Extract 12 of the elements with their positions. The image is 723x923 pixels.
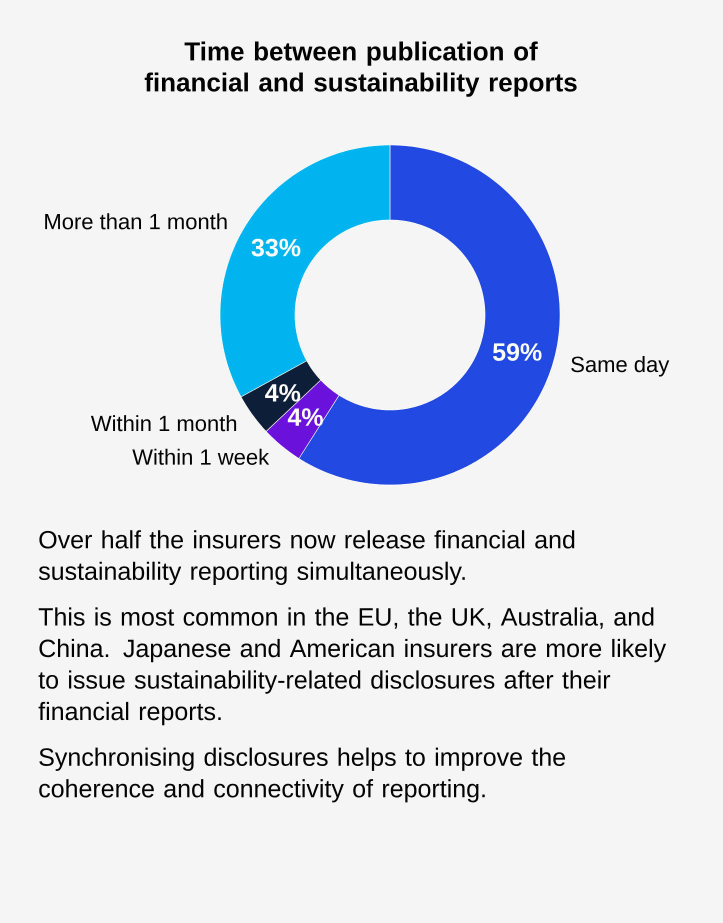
text: Over half the insurers now release financial and sustainability reporting simultaneously.: [38, 530, 574, 585]
data-label: 59%: [492, 343, 542, 361]
slice-label: Within 1 week: [132, 448, 270, 465]
text: Synchronising disclosures helps to improve the coherence and connectivity of reporting.: [39, 748, 566, 802]
chart-title: Time between publication of financial and sustainability reports: [144, 42, 577, 97]
slice-label: Same day: [571, 356, 670, 377]
slice-label: Within 1 month: [90, 415, 236, 432]
slice-label: More than 1 month: [45, 213, 227, 230]
text: This is most common in the EU, the UK, Australia, and China. Japanese and American insurers are more likely to issue sustainability-related disclosures after their financial reports.: [38, 607, 666, 726]
data-label: 33%: [252, 238, 300, 256]
data-label: 4%: [265, 384, 300, 402]
data-label: 4%: [288, 408, 323, 426]
